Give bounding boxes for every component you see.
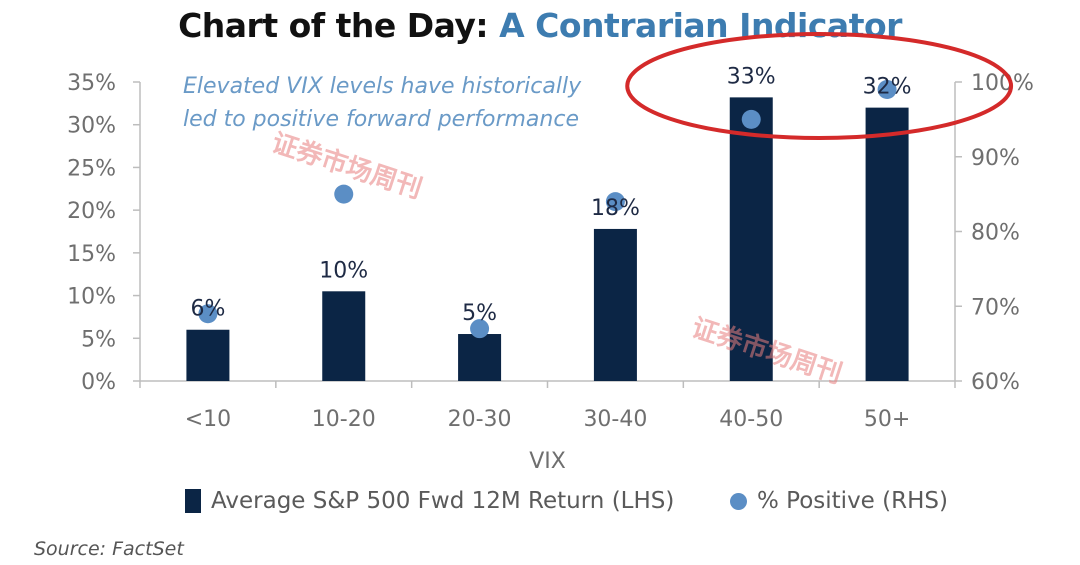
left-axis-tick-label: 30% [67,114,116,139]
left-axis-tick-label: 5% [81,327,116,352]
bar-data-label: 6% [190,297,225,322]
bar-data-label: 10% [319,258,368,283]
x-axis-tick-label: 50+ [864,407,910,432]
x-axis-tick-label: 10-20 [312,407,376,432]
left-axis-tick-label: 15% [67,242,116,267]
bar-data-label: 18% [591,196,640,221]
annotation-line: Elevated VIX levels have historically [183,74,582,99]
bar-2030 [458,334,502,381]
x-axis-label: VIX [529,449,566,474]
legend-item-returns: Average S&P 500 Fwd 12M Return (LHS) [185,488,674,514]
chart-title: Chart of the Day: A Contrarian Indicator [0,6,1080,45]
right-axis-tick-label: 60% [971,370,1020,395]
bar-data-label: 33% [727,64,776,89]
left-axis-tick-label: 0% [81,370,116,395]
right-axis-tick-label: 100% [971,71,1034,96]
left-axis-tick-label: 25% [67,156,116,181]
bar-4050 [729,97,773,382]
left-axis-tick-label: 10% [67,285,116,310]
right-axis-tick-label: 80% [971,221,1020,246]
bar-1020 [322,291,366,381]
left-axis-tick-label: 20% [67,199,116,224]
right-axis-tick-label: 90% [971,146,1020,171]
bar-data-label: 32% [863,75,912,100]
bar-10 [186,329,230,381]
right-axis-tick-label: 70% [971,295,1020,320]
x-axis-tick-label: 30-40 [583,407,647,432]
legend-item-positive: % Positive (RHS) [730,488,948,514]
x-axis-tick-label: 40-50 [719,407,783,432]
legend-dot-swatch [730,492,747,510]
legend-bar-swatch [185,489,201,513]
chart-legend: Average S&P 500 Fwd 12M Return (LHS) % P… [0,488,1080,524]
positive-dot [877,79,897,99]
title-main: A Contrarian Indicator [499,6,902,45]
bar-50 [865,107,909,381]
highlight-ellipse [625,32,1014,140]
bar-3040 [593,228,637,381]
left-axis-tick-label: 35% [67,71,116,96]
legend-label-positive: % Positive (RHS) [757,488,948,514]
source-note: Source: FactSet [34,538,184,560]
bar-data-label: 5% [462,301,497,326]
positive-dot [605,192,625,212]
positive-dot [741,109,761,129]
x-axis-tick-label: 20-30 [448,407,512,432]
positive-dot [334,184,354,204]
positive-dot [470,319,490,339]
legend-label-returns: Average S&P 500 Fwd 12M Return (LHS) [211,488,675,514]
positive-dot [198,304,218,324]
x-axis-tick-label: <10 [185,407,231,432]
title-prefix: Chart of the Day: [178,6,489,45]
annotation-line: led to positive forward performance [183,107,579,132]
